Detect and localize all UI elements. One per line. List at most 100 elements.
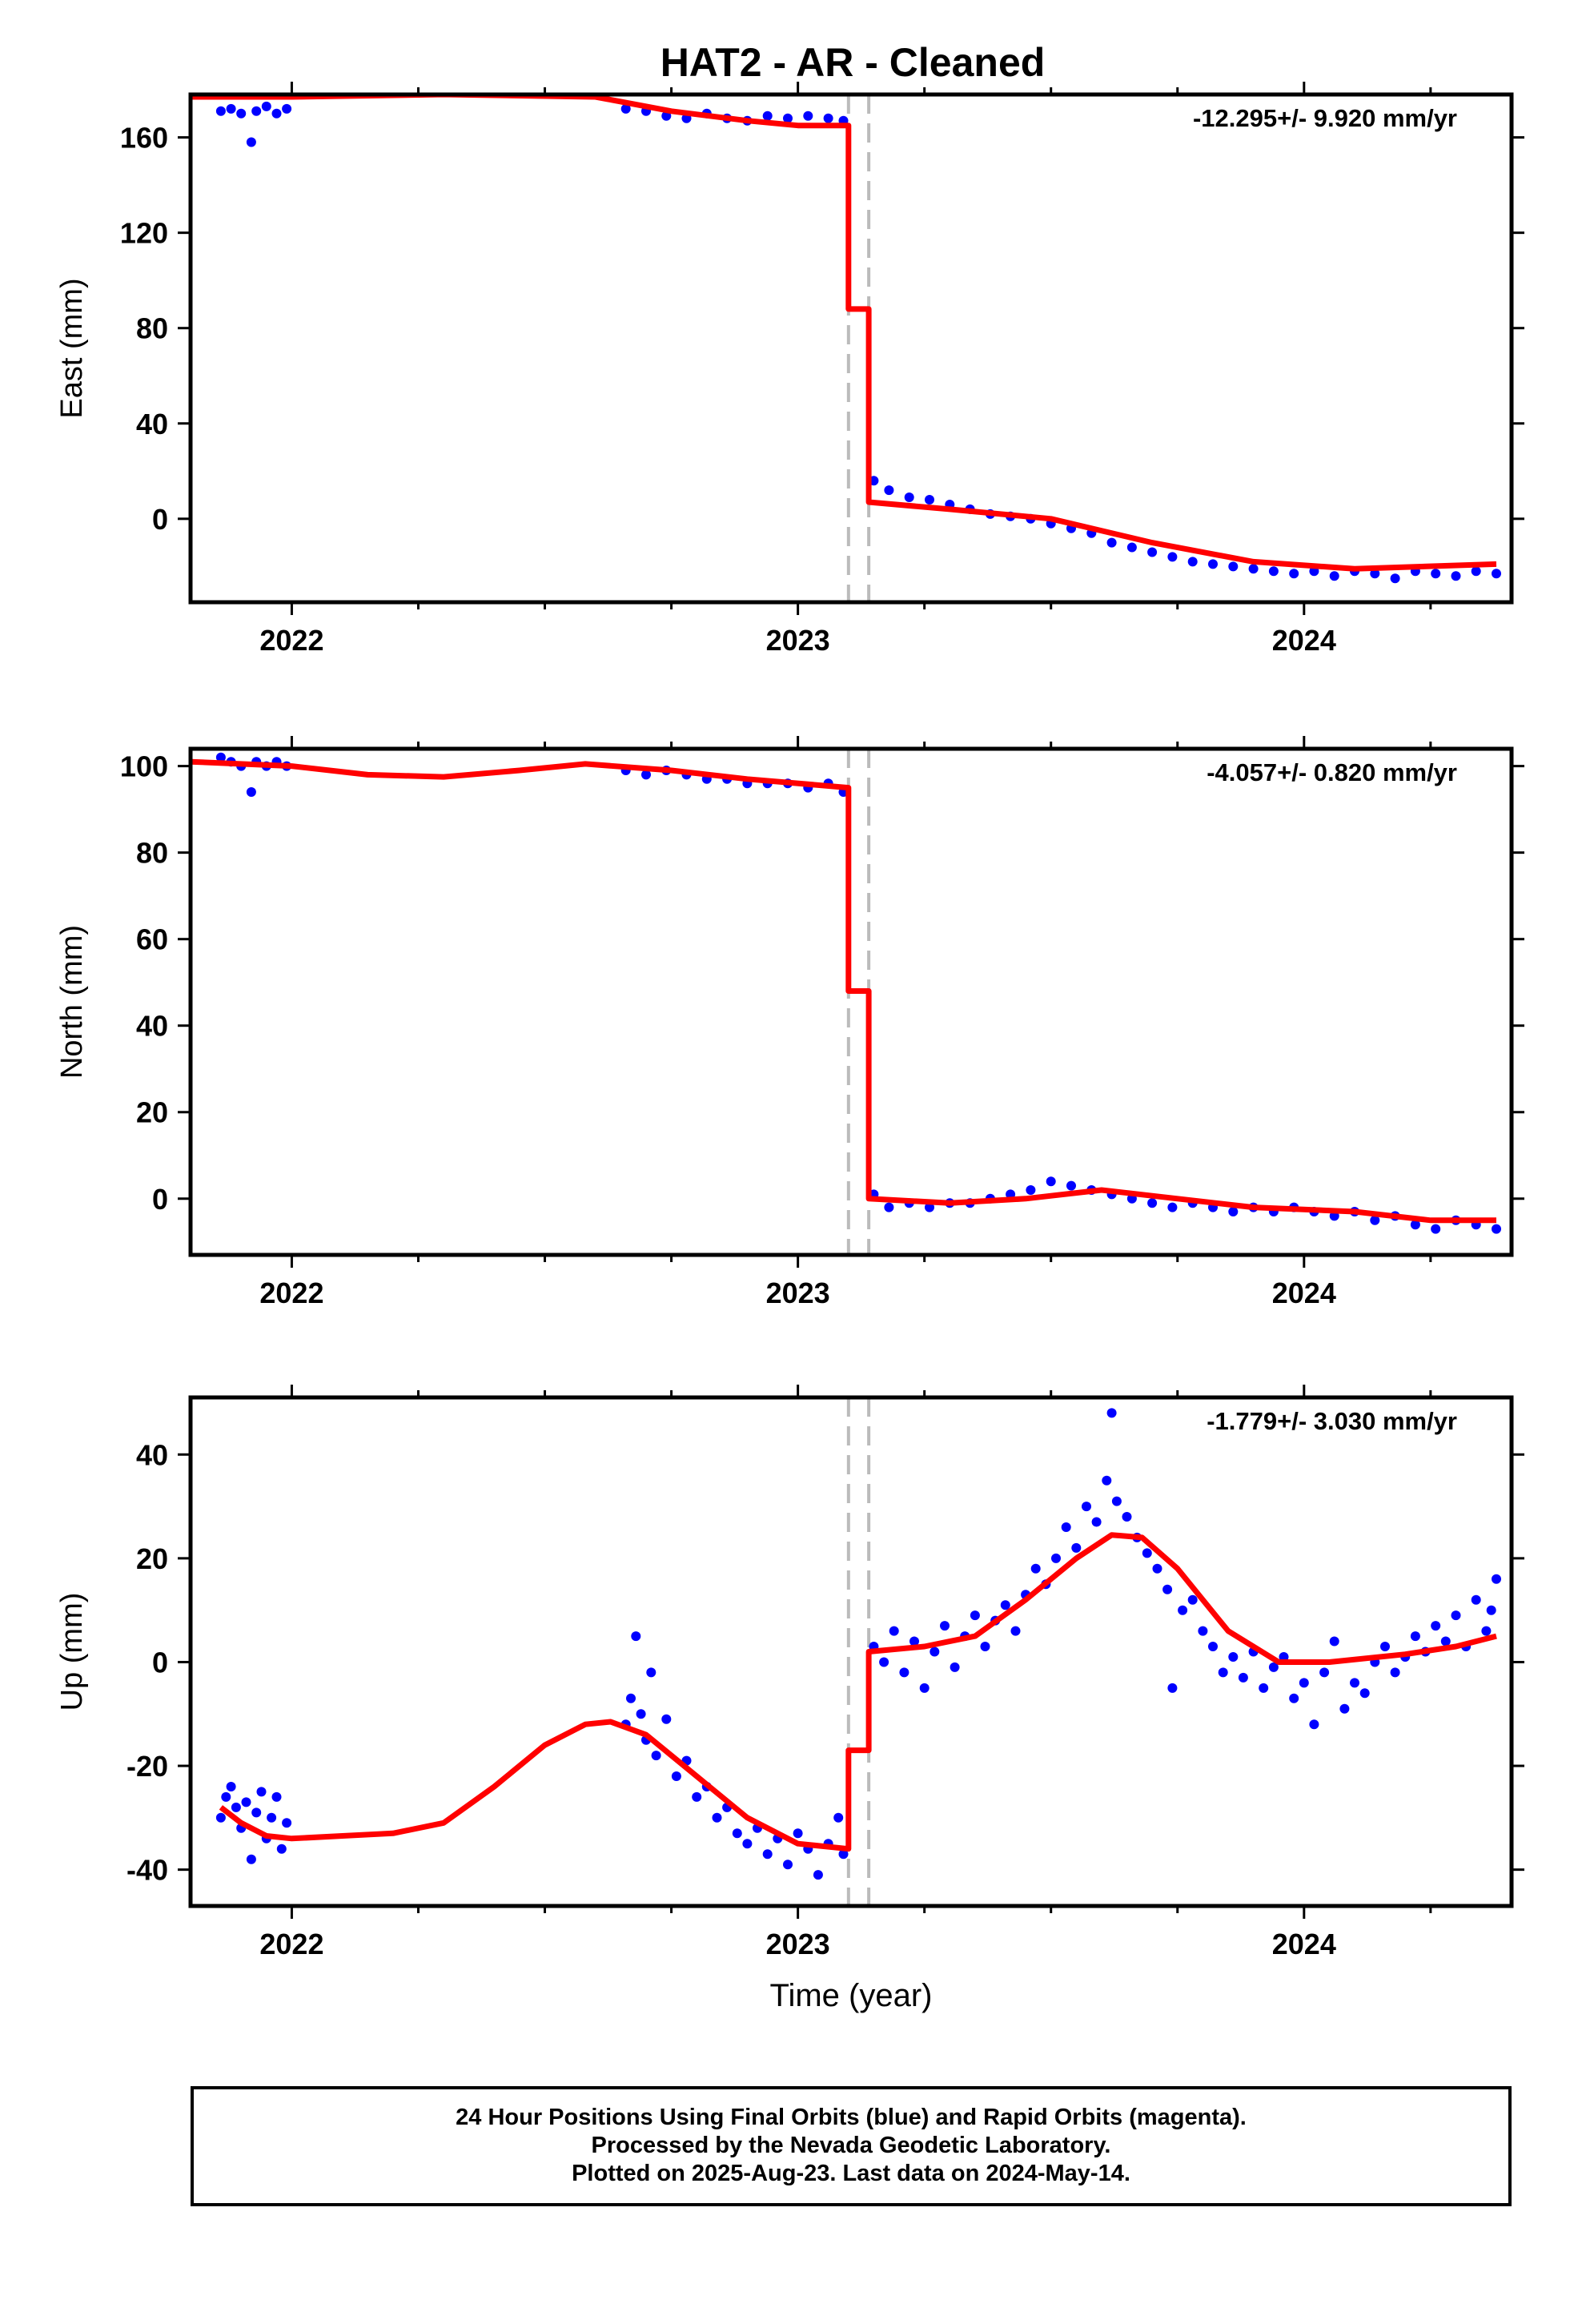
data-point: [1187, 1594, 1198, 1605]
data-point: [1431, 1621, 1441, 1631]
data-point: [1390, 1667, 1400, 1678]
data-point: [1492, 1224, 1501, 1234]
data-point: [276, 1844, 287, 1854]
data-point: [1451, 571, 1461, 581]
data-point: [1091, 1517, 1102, 1527]
data-point: [636, 1709, 646, 1719]
data-point: [267, 1812, 277, 1823]
plot-frame: [188, 1395, 1514, 1908]
data-point: [221, 1791, 231, 1802]
data-point: [970, 1610, 980, 1621]
data-point: [980, 1642, 990, 1651]
data-point: [899, 1667, 909, 1678]
data-point: [215, 106, 226, 116]
y-tick-label: 20: [136, 1542, 168, 1575]
x-tick-label: 2024: [1272, 1928, 1336, 1960]
data-point: [251, 1807, 262, 1818]
y-axis-label: Up (mm): [55, 1593, 89, 1711]
y-tick-label: 80: [136, 837, 168, 870]
data-point: [246, 137, 256, 147]
data-point: [1238, 1672, 1248, 1683]
caption-line-2: Processed by the Nevada Geodetic Laborat…: [591, 2133, 1111, 2158]
data-point: [620, 103, 631, 114]
y-axis-label: East (mm): [55, 278, 89, 418]
data-point: [1122, 1512, 1132, 1522]
y-tick-label: -40: [126, 1854, 168, 1887]
data-point: [1390, 573, 1400, 584]
data-point: [823, 113, 833, 123]
data-point: [1268, 1662, 1279, 1672]
data-point: [1026, 1185, 1036, 1195]
data-point: [742, 1839, 753, 1849]
data-point: [1126, 542, 1137, 553]
x-tick-label: 2022: [259, 1928, 323, 1960]
data-point: [1111, 1496, 1122, 1506]
data-point: [261, 101, 271, 111]
y-tick-label: 0: [152, 1183, 168, 1216]
data-point: [1061, 1522, 1071, 1532]
figure-title: HAT2 - AR - Cleaned: [661, 40, 1046, 85]
data-point: [884, 1202, 894, 1212]
data-point: [1410, 1631, 1420, 1642]
data-point: [1329, 1636, 1339, 1647]
data-point: [641, 770, 651, 780]
data-point: [626, 1693, 636, 1703]
data-point: [1339, 1703, 1350, 1714]
x-tick-label: 2024: [1272, 624, 1336, 657]
data-point: [1440, 1636, 1451, 1647]
data-point: [889, 1626, 899, 1636]
data-point: [1289, 569, 1299, 579]
data-point: [1071, 1542, 1082, 1553]
data-point: [271, 108, 282, 119]
data-point: [1431, 569, 1441, 579]
data-point: [1471, 566, 1481, 577]
data-point: [1431, 1224, 1441, 1234]
data-point: [1167, 552, 1178, 562]
rate-annotation: -1.779+/- 3.030 mm/yr: [1207, 1407, 1457, 1435]
data-point: [783, 113, 793, 123]
data-point: [1187, 557, 1198, 567]
x-tick-label: 2022: [259, 624, 323, 657]
data-point: [1492, 569, 1501, 579]
data-point: [803, 111, 813, 121]
data-point: [631, 1631, 641, 1642]
panel-up: 2022 2023 2024 -40 -20 0 20 40 Up (mm) -1.779+/- …: [55, 1385, 1524, 2013]
data-point: [879, 1657, 889, 1667]
data-point: [1051, 1553, 1061, 1563]
data-point: [1208, 559, 1218, 569]
x-tick-label: 2024: [1272, 1277, 1336, 1309]
model-line-up: [219, 1532, 1497, 1852]
data-point: [925, 495, 934, 505]
x-tick-label: 2023: [766, 1928, 830, 1960]
data-point: [271, 1791, 282, 1802]
x-tick-label: 2023: [766, 1277, 830, 1309]
data-point: [783, 1860, 793, 1870]
data-point: [1162, 1584, 1173, 1594]
data-point: [241, 1797, 251, 1807]
data-point: [1350, 1678, 1359, 1688]
data-point: [1248, 564, 1259, 574]
data-point: [1142, 1548, 1152, 1558]
data-point: [712, 1812, 722, 1823]
rate-annotation: -12.295+/- 9.920 mm/yr: [1193, 104, 1457, 132]
data-point: [762, 111, 773, 121]
data-point: [1309, 1719, 1319, 1730]
x-tick-label: 2022: [259, 1277, 323, 1309]
data-point: [1082, 1502, 1091, 1512]
data-point: [793, 1828, 803, 1839]
plot-frame: [188, 92, 1514, 605]
data-point: [1218, 1667, 1228, 1678]
y-tick-label: 100: [120, 750, 168, 783]
x-tick-label: 2023: [766, 624, 830, 657]
data-point: [1228, 561, 1239, 572]
data-point: [246, 1854, 256, 1864]
data-point: [282, 103, 292, 114]
data-point: [813, 1870, 823, 1880]
data-point: [1228, 1207, 1239, 1216]
panel-east: 2022 2023 2024 0 40 80 120 160 East (mm) -12.295+…: [55, 82, 1524, 657]
data-point: [1380, 1642, 1390, 1651]
data-point: [1167, 1202, 1178, 1212]
data-point: [1198, 1626, 1208, 1636]
data-points-east: [215, 101, 1501, 584]
data-point: [884, 485, 894, 496]
